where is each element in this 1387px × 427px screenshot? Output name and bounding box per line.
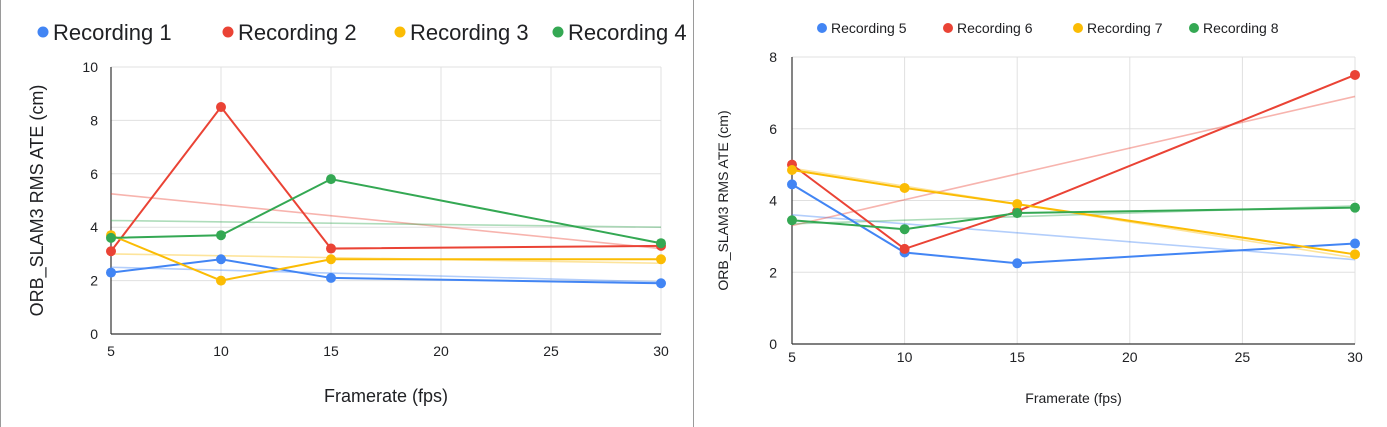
y-tick-label: 2 <box>769 264 777 280</box>
data-point <box>787 215 797 226</box>
y-tick-label: 0 <box>90 326 98 342</box>
series-line <box>110 258 662 285</box>
x-tick-label: 15 <box>1009 349 1025 365</box>
series-line <box>110 178 662 245</box>
chart-left: 0 2 4 6 8 10 5 10 15 20 25 30 Framerate (fps) ORB_SLA… <box>27 20 687 406</box>
x-tick-label: 5 <box>788 349 796 365</box>
legend-marker <box>37 26 49 38</box>
y-tick-label: 8 <box>90 112 98 128</box>
x-tick-label: 30 <box>653 343 669 359</box>
data-point <box>106 267 116 278</box>
trendline <box>110 266 662 283</box>
data-point <box>899 182 910 193</box>
x-tick-label: 10 <box>897 349 913 365</box>
legend-marker <box>1189 23 1199 33</box>
x-tick-label: 5 <box>107 343 115 359</box>
legend-marker <box>222 26 234 38</box>
data-point <box>656 278 666 289</box>
series-line <box>791 169 1356 256</box>
legend: Recording 5 Recording 6 Recording 7 Recordi… <box>817 20 1279 36</box>
legend-marker <box>394 26 406 38</box>
legend: Recording 1 Recording 2 Recording 3 Recordi… <box>37 20 687 45</box>
legend-label: Recording 5 <box>831 20 907 36</box>
x-tick-label: 25 <box>543 343 559 359</box>
y-tick-label: 6 <box>769 121 777 137</box>
x-tick-label: 20 <box>1122 349 1138 365</box>
x-tick-label: 15 <box>323 343 339 359</box>
x-tick-label: 10 <box>213 343 229 359</box>
data-point <box>216 102 226 113</box>
data-point <box>326 174 336 185</box>
data-point <box>899 243 910 254</box>
y-tick-label: 8 <box>769 49 777 65</box>
chart-panel-right: 0 2 4 6 8 5 10 15 20 25 30 Framerate (fps) ORB_SLAM3… <box>693 0 1387 427</box>
series-line <box>791 206 1356 231</box>
legend-label: Recording 7 <box>1087 20 1163 36</box>
data-point <box>216 275 226 286</box>
gridlines <box>792 56 1356 344</box>
trendline <box>791 214 1356 261</box>
series-line <box>791 74 1356 251</box>
x-axis-title: Framerate (fps) <box>1025 390 1121 406</box>
legend-label: Recording 2 <box>238 20 357 45</box>
data-point <box>787 165 797 176</box>
legend-marker <box>817 23 827 33</box>
x-tick-label: 30 <box>1347 349 1363 365</box>
data-point <box>656 254 666 265</box>
data-point <box>1012 199 1023 210</box>
x-tick-label: 20 <box>433 343 449 359</box>
data-point <box>1012 208 1023 219</box>
data-point <box>326 254 336 265</box>
y-axis-title: ORB_SLAM3 RMS ATE (cm) <box>715 110 731 290</box>
series-line <box>110 234 661 282</box>
data-point <box>656 238 666 249</box>
data-point <box>326 243 336 254</box>
data-point <box>1350 202 1360 213</box>
legend-label: Recording 4 <box>568 20 687 45</box>
x-axis-title: Framerate (fps) <box>324 386 448 406</box>
y-tick-label: 6 <box>90 166 98 182</box>
trendline <box>110 193 662 250</box>
series-line <box>791 183 1356 265</box>
x-tick-label: 25 <box>1235 349 1251 365</box>
chart-panel-left: 0 2 4 6 8 10 5 10 15 20 25 30 Framerate (fps) ORB_SLA… <box>0 0 692 427</box>
chart-right: 0 2 4 6 8 5 10 15 20 25 30 Framerate (fps) ORB_SLAM3… <box>715 20 1363 406</box>
trendline <box>791 95 1356 227</box>
series-line <box>110 105 662 252</box>
legend-marker <box>943 23 953 33</box>
data-point <box>899 224 910 235</box>
data-point <box>1350 69 1360 80</box>
legend-label: Recording 8 <box>1203 20 1279 36</box>
data-point <box>1012 258 1023 269</box>
gridlines <box>111 66 662 334</box>
legend-label: Recording 6 <box>957 20 1033 36</box>
data-point <box>216 254 226 265</box>
legend-marker <box>552 26 564 38</box>
y-tick-label: 10 <box>82 59 98 75</box>
data-point <box>106 246 116 257</box>
data-point <box>326 272 336 283</box>
data-point <box>216 230 226 241</box>
y-tick-label: 4 <box>769 193 777 209</box>
data-point <box>106 232 116 243</box>
y-tick-label: 4 <box>90 219 98 235</box>
legend-label: Recording 3 <box>410 20 529 45</box>
legend-marker <box>1073 23 1083 33</box>
data-point <box>787 179 797 190</box>
y-axis-title: ORB_SLAM3 RMS ATE (cm) <box>27 85 48 317</box>
y-tick-label: 0 <box>769 336 777 352</box>
data-point <box>1350 238 1360 249</box>
y-tick-label: 2 <box>90 273 98 289</box>
legend-label: Recording 1 <box>53 20 172 45</box>
data-point <box>1350 249 1360 260</box>
